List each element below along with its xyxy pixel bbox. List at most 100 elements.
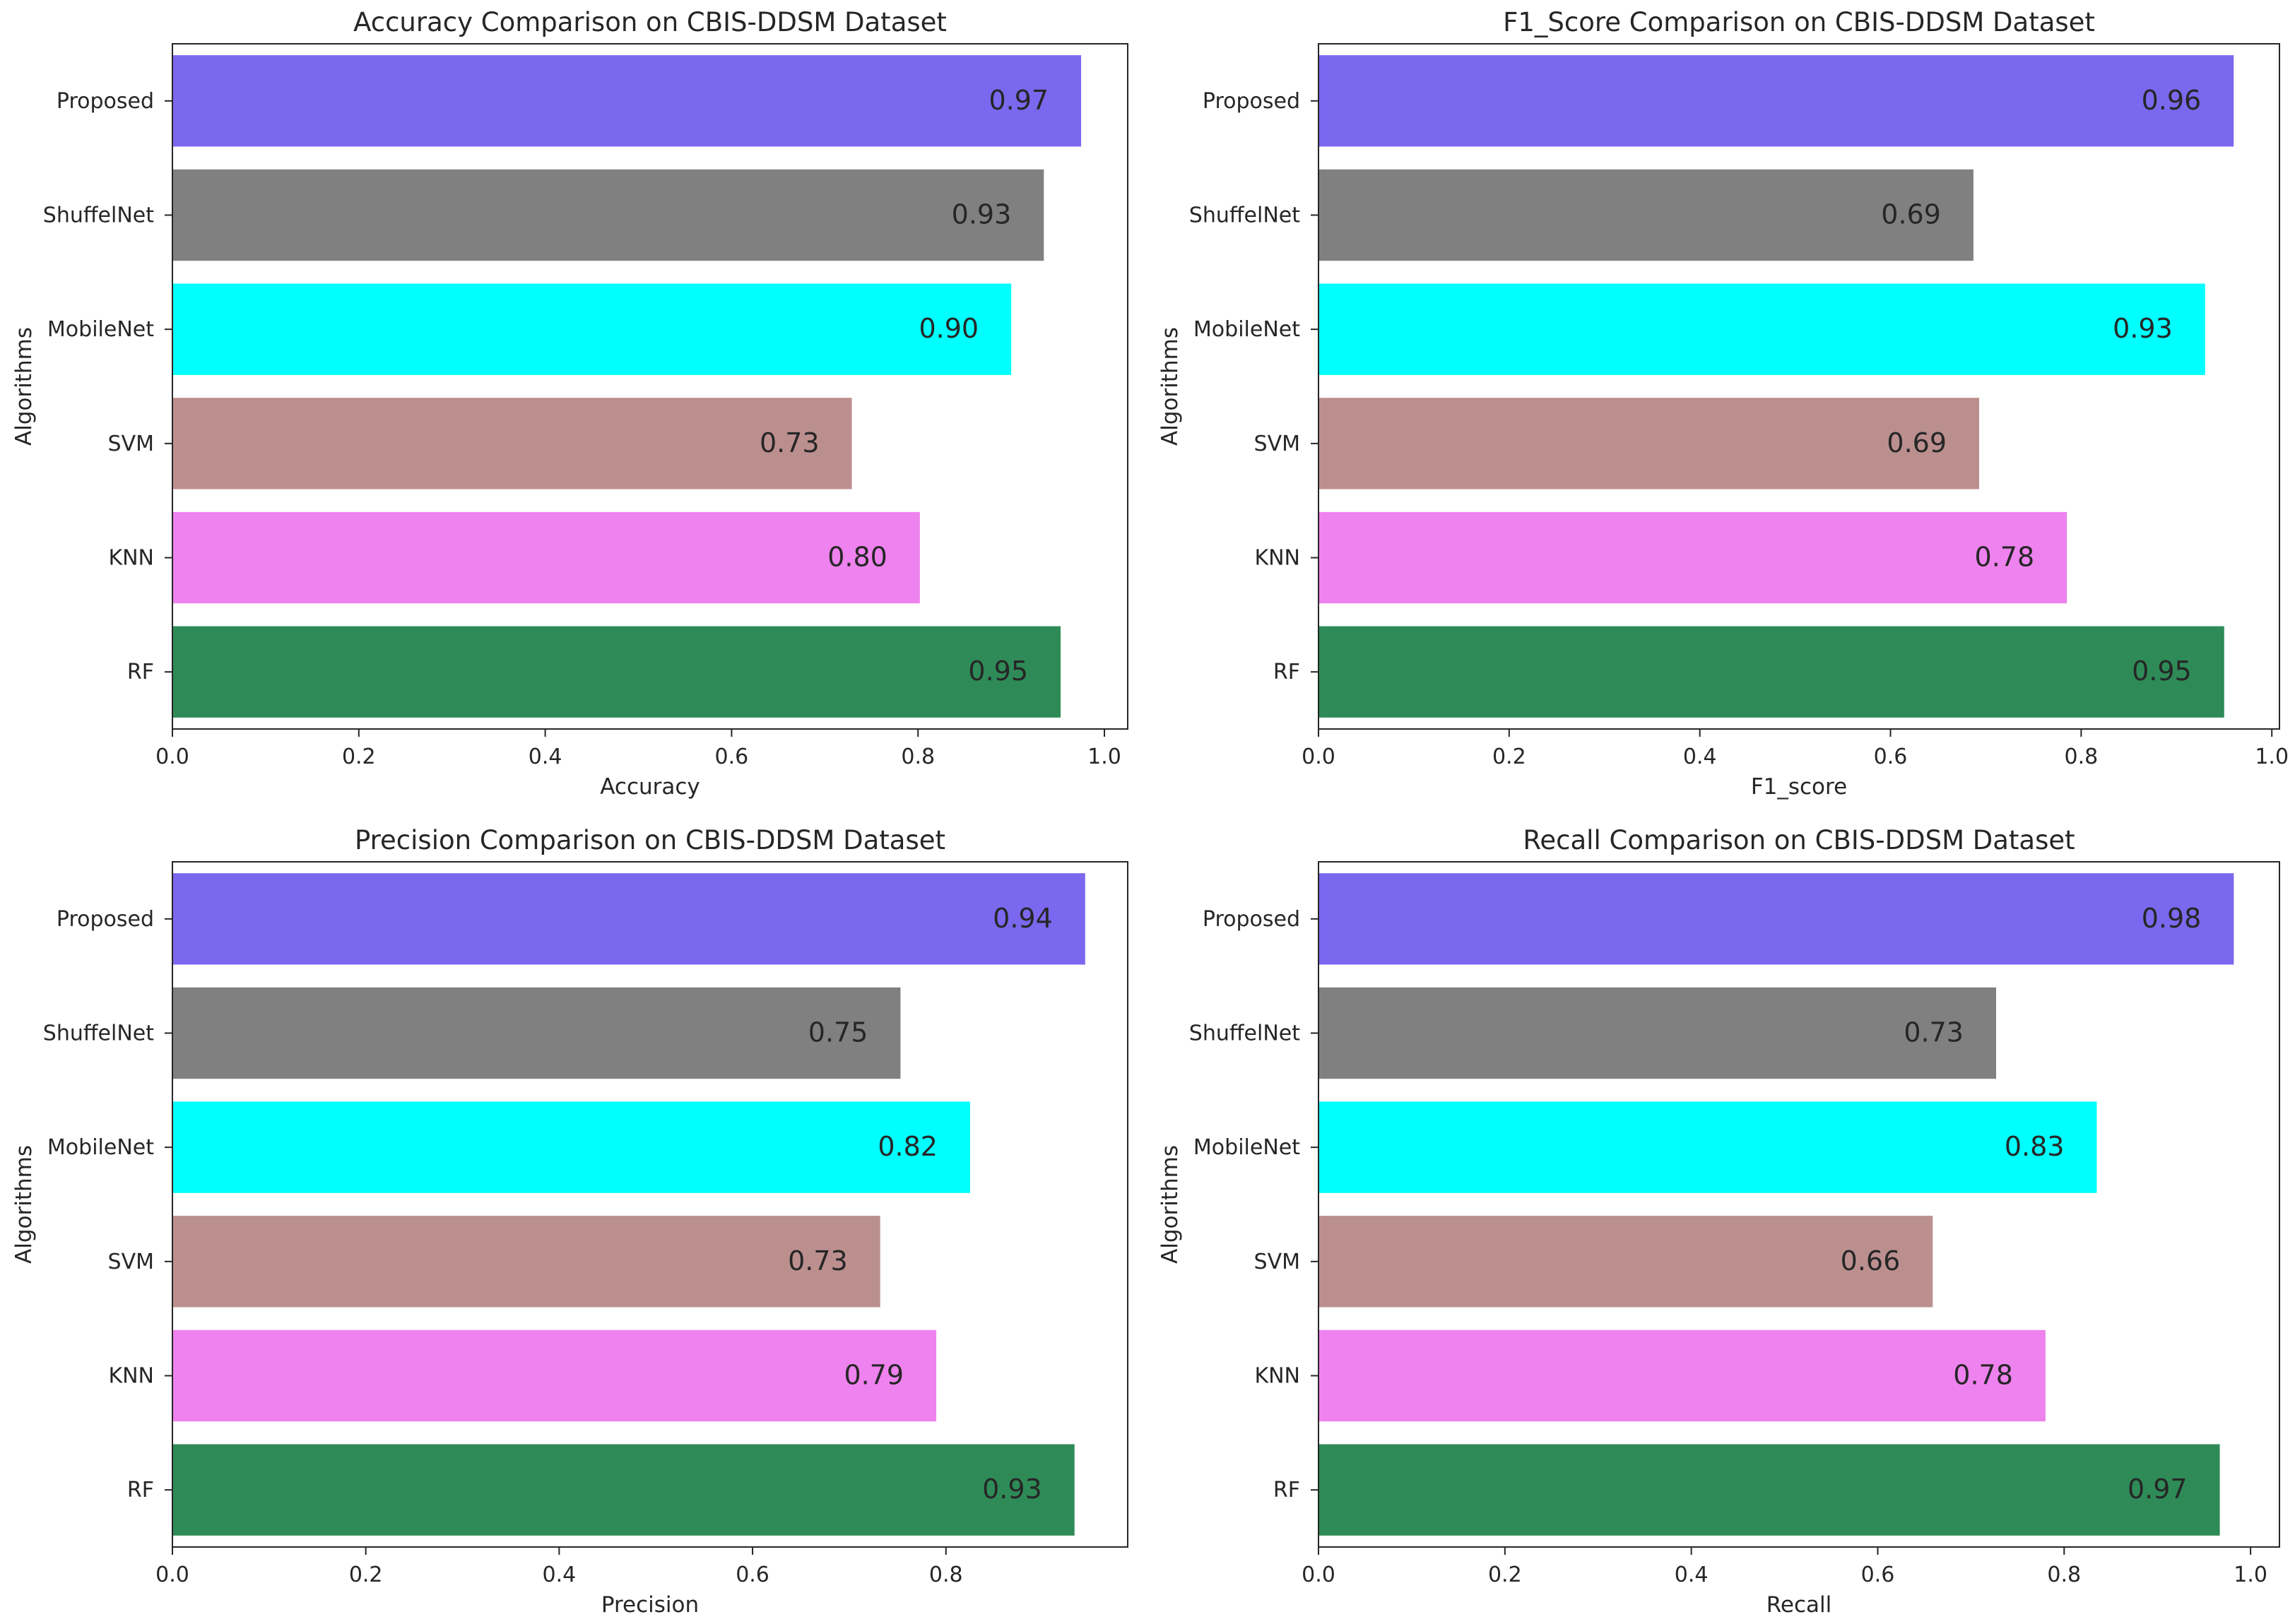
x-tick-label: 0.4 <box>1683 745 1717 769</box>
chart-panel-4: Recall Comparison on CBIS-DDSM Dataset 0.… <box>1157 825 2280 1618</box>
x-axis-label: F1_score <box>1751 774 1847 800</box>
bar-svm <box>172 1216 880 1308</box>
y-tick-label: RF <box>127 1478 154 1503</box>
y-tick-label: MobileNet <box>1193 317 1300 342</box>
x-tick-label: 0.0 <box>155 1563 189 1587</box>
bar-proposed <box>172 55 1082 147</box>
bar-value-label: 0.80 <box>827 542 887 573</box>
y-tick-label: KNN <box>1254 546 1300 571</box>
y-tick-label: MobileNet <box>47 317 154 342</box>
bar-value-label: 0.97 <box>989 85 1049 116</box>
bar-shuffelnet <box>1318 987 1996 1079</box>
x-tick-label: 0.0 <box>1302 1563 1335 1587</box>
y-tick-label: ShuffelNet <box>43 1021 154 1046</box>
bar-value-label: 0.98 <box>2142 903 2202 934</box>
x-tick-label: 0.6 <box>736 1563 769 1587</box>
bar-mobilenet <box>1318 283 2205 375</box>
bar-value-label: 0.97 <box>2128 1474 2188 1505</box>
y-tick-label: Proposed <box>1203 89 1300 114</box>
axes-frame <box>1318 43 2280 730</box>
y-tick-label: ShuffelNet <box>1189 203 1300 228</box>
y-tick-label: MobileNet <box>1193 1135 1300 1160</box>
bar-value-label: 0.94 <box>993 903 1053 934</box>
bar-knn <box>172 511 920 604</box>
y-axis-label: Algorithms <box>11 1145 37 1264</box>
bar-proposed <box>1318 873 2234 965</box>
bar-svm <box>1318 1216 1933 1308</box>
bar-rf <box>1318 1444 2220 1536</box>
y-tick-label: Proposed <box>57 907 154 932</box>
bar-value-label: 0.93 <box>2113 313 2173 344</box>
chart-panel-2: F1_Score Comparison on CBIS-DDSM Dataset… <box>1157 7 2289 800</box>
chart-panel-1: Accuracy Comparison on CBIS-DDSM Dataset… <box>11 7 1128 800</box>
bar-knn <box>172 1329 937 1422</box>
x-tick-label: 0.0 <box>155 745 189 769</box>
bar-value-label: 0.82 <box>878 1131 938 1162</box>
x-tick-label: 0.2 <box>1492 745 1526 769</box>
axes-frame <box>172 43 1128 730</box>
bar-value-label: 0.73 <box>1904 1017 1964 1048</box>
bar-value-label: 0.66 <box>1841 1245 1901 1276</box>
bar-proposed <box>172 873 1085 965</box>
bar-mobilenet <box>1318 1101 2097 1193</box>
bar-knn <box>1318 1329 2046 1422</box>
bar-value-label: 0.95 <box>968 656 1028 687</box>
y-tick-label: KNN <box>108 1364 154 1389</box>
y-tick-label: Proposed <box>57 89 154 114</box>
y-tick-label: SVM <box>108 432 154 456</box>
bar-shuffelnet <box>172 169 1044 261</box>
chart-title: Recall Comparison on CBIS-DDSM Dataset <box>1523 825 2075 855</box>
bar-value-label: 0.93 <box>952 199 1012 230</box>
x-axis-label: Accuracy <box>600 774 700 800</box>
x-tick-label: 0.6 <box>1861 1563 1895 1587</box>
bar-rf <box>172 626 1061 718</box>
bar-value-label: 0.78 <box>1953 1360 2013 1391</box>
x-tick-label: 0.2 <box>1488 1563 1522 1587</box>
bar-value-label: 0.69 <box>1887 427 1947 458</box>
bar-value-label: 0.78 <box>1975 542 2035 573</box>
bar-svm <box>172 398 852 490</box>
bar-knn <box>1318 511 2067 604</box>
bar-value-label: 0.96 <box>2142 85 2202 116</box>
bar-value-label: 0.69 <box>1881 199 1941 230</box>
chart-title: Accuracy Comparison on CBIS-DDSM Dataset <box>353 7 947 37</box>
y-tick-label: RF <box>1273 660 1300 684</box>
bar-rf <box>1318 626 2224 718</box>
y-tick-label: RF <box>127 660 154 684</box>
y-tick-label: SVM <box>1254 432 1300 456</box>
x-tick-label: 0.6 <box>1874 745 1908 769</box>
x-tick-label: 0.2 <box>342 745 376 769</box>
x-tick-label: 0.8 <box>2047 1563 2081 1587</box>
bar-value-label: 0.90 <box>919 313 979 344</box>
bar-value-label: 0.93 <box>982 1474 1042 1505</box>
y-axis-label: Algorithms <box>1157 1145 1183 1264</box>
x-tick-label: 0.2 <box>349 1563 383 1587</box>
bar-proposed <box>1318 55 2234 147</box>
chart-title: F1_Score Comparison on CBIS-DDSM Dataset <box>1503 7 2095 37</box>
y-tick-label: KNN <box>1254 1364 1300 1389</box>
x-tick-label: 0.8 <box>929 1563 963 1587</box>
y-axis-label: Algorithms <box>1157 327 1183 446</box>
y-axis-label: Algorithms <box>11 327 37 446</box>
x-axis-label: Precision <box>601 1592 699 1618</box>
y-tick-label: Proposed <box>1203 907 1300 932</box>
bar-value-label: 0.75 <box>808 1017 868 1048</box>
x-tick-label: 1.0 <box>2234 1563 2267 1587</box>
bar-rf <box>172 1444 1075 1536</box>
bar-mobilenet <box>172 1101 970 1193</box>
bar-value-label: 0.95 <box>2132 656 2192 687</box>
y-tick-label: RF <box>1273 1478 1300 1503</box>
y-tick-label: SVM <box>1254 1250 1300 1274</box>
x-tick-label: 1.0 <box>1087 745 1121 769</box>
y-tick-label: KNN <box>108 546 154 571</box>
x-tick-label: 0.4 <box>1675 1563 1709 1587</box>
chart-title: Precision Comparison on CBIS-DDSM Datase… <box>355 825 945 855</box>
x-tick-label: 0.4 <box>529 745 562 769</box>
x-tick-label: 0.8 <box>901 745 935 769</box>
x-tick-label: 1.0 <box>2255 745 2289 769</box>
x-tick-label: 0.4 <box>543 1563 577 1587</box>
bar-value-label: 0.73 <box>788 1245 848 1276</box>
x-tick-label: 0.8 <box>2065 745 2099 769</box>
bar-shuffelnet <box>172 987 901 1079</box>
